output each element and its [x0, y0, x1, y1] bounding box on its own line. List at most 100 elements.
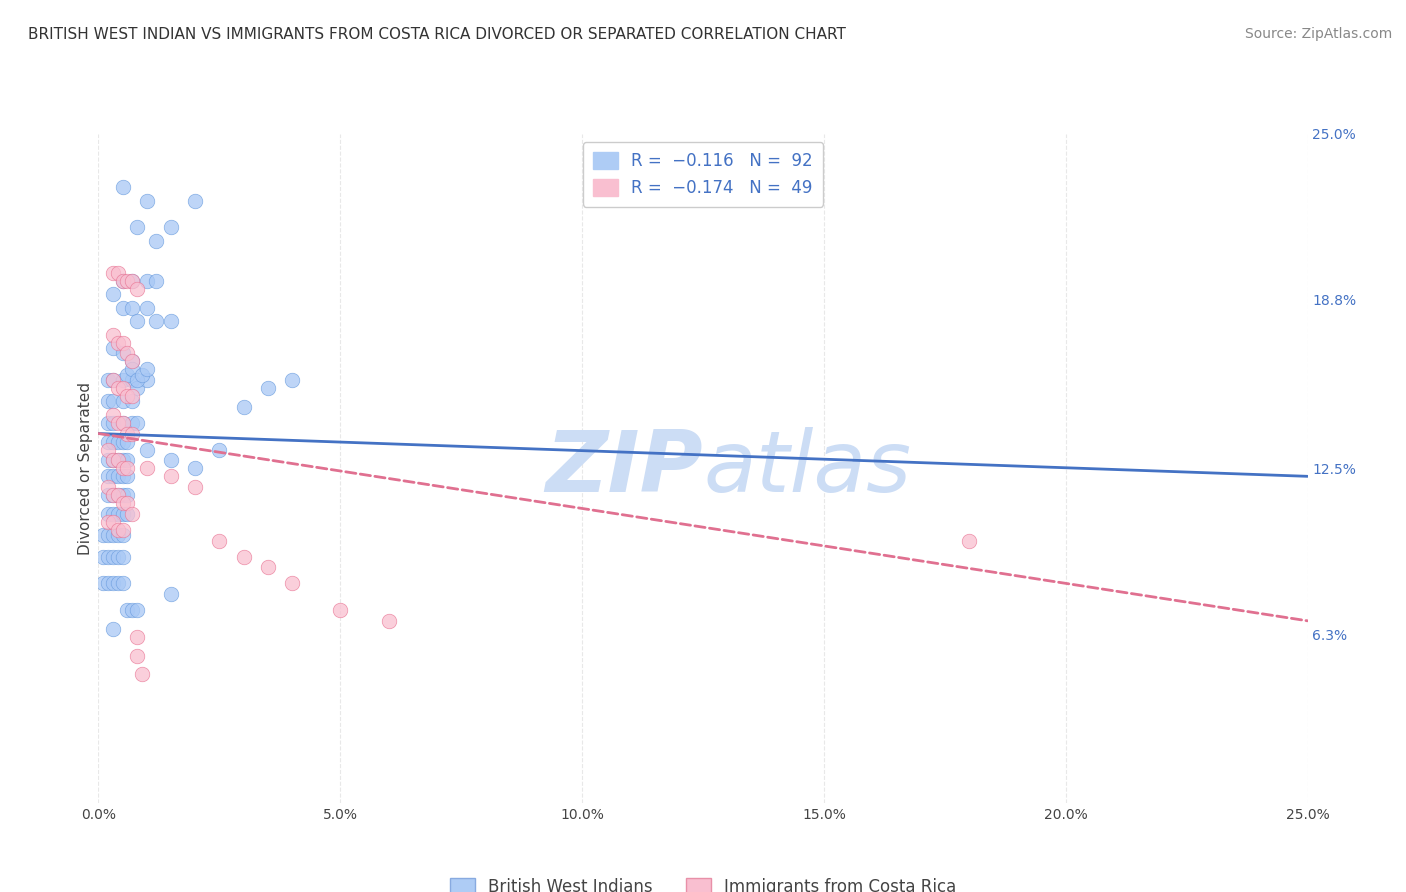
Point	[97, 442, 120, 457]
Point	[121, 274, 143, 288]
Point	[117, 426, 139, 441]
Point	[111, 549, 134, 564]
Point	[107, 507, 129, 521]
Point	[121, 426, 143, 441]
Point	[97, 507, 120, 521]
Point	[121, 301, 143, 315]
Point	[101, 373, 124, 387]
Point	[121, 274, 143, 288]
Point	[111, 335, 134, 350]
Point	[111, 507, 134, 521]
Point	[117, 496, 139, 510]
Point	[107, 488, 129, 502]
Point	[107, 266, 129, 280]
Point	[101, 416, 124, 430]
Point	[107, 523, 129, 537]
Point	[121, 354, 143, 368]
Point	[111, 523, 134, 537]
Point	[131, 368, 153, 382]
Point	[101, 341, 124, 355]
Point	[101, 488, 124, 502]
Point	[111, 381, 134, 395]
Point	[101, 453, 124, 467]
Point	[101, 373, 124, 387]
Point	[145, 234, 167, 248]
Point	[121, 373, 143, 387]
Point	[117, 603, 139, 617]
Y-axis label: Divorced or Separated: Divorced or Separated	[77, 382, 93, 555]
Point	[107, 488, 129, 502]
Point	[111, 453, 134, 467]
Text: BRITISH WEST INDIAN VS IMMIGRANTS FROM COSTA RICA DIVORCED OR SEPARATED CORRELAT: BRITISH WEST INDIAN VS IMMIGRANTS FROM C…	[28, 27, 846, 42]
Point	[111, 496, 134, 510]
Point	[160, 220, 183, 235]
Point	[97, 453, 120, 467]
Point	[127, 603, 149, 617]
Point	[135, 461, 157, 475]
Point	[101, 266, 124, 280]
Point	[160, 314, 183, 328]
Point	[107, 335, 129, 350]
Point	[101, 408, 124, 422]
Point	[97, 469, 120, 483]
Text: ZIP: ZIP	[546, 426, 703, 510]
Point	[97, 528, 120, 542]
Point	[97, 373, 120, 387]
Text: Source: ZipAtlas.com: Source: ZipAtlas.com	[1244, 27, 1392, 41]
Point	[91, 576, 114, 591]
Point	[117, 461, 139, 475]
Point	[101, 507, 124, 521]
Point	[101, 515, 124, 529]
Point	[101, 287, 124, 301]
Point	[127, 381, 149, 395]
Point	[184, 194, 207, 208]
Point	[101, 622, 124, 636]
Point	[281, 576, 304, 591]
Point	[101, 327, 124, 342]
Point	[135, 301, 157, 315]
Legend: British West Indians, Immigrants from Costa Rica: British West Indians, Immigrants from Co…	[443, 871, 963, 892]
Point	[121, 362, 143, 376]
Point	[127, 282, 149, 296]
Point	[135, 442, 157, 457]
Point	[111, 301, 134, 315]
Point	[208, 442, 231, 457]
Point	[107, 576, 129, 591]
Point	[127, 373, 149, 387]
Point	[97, 488, 120, 502]
Point	[97, 576, 120, 591]
Point	[107, 469, 129, 483]
Point	[127, 630, 149, 644]
Point	[131, 667, 153, 681]
Point	[91, 528, 114, 542]
Point	[101, 528, 124, 542]
Point	[117, 453, 139, 467]
Point	[145, 314, 167, 328]
Point	[117, 274, 139, 288]
Point	[121, 389, 143, 403]
Point	[111, 346, 134, 360]
Point	[101, 394, 124, 409]
Point	[97, 480, 120, 494]
Point	[107, 453, 129, 467]
Point	[101, 469, 124, 483]
Point	[329, 603, 352, 617]
Point	[111, 528, 134, 542]
Point	[117, 389, 139, 403]
Point	[111, 416, 134, 430]
Point	[377, 614, 399, 628]
Point	[107, 528, 129, 542]
Point	[232, 400, 254, 414]
Point	[127, 648, 149, 663]
Point	[101, 576, 124, 591]
Point	[111, 488, 134, 502]
Point	[111, 469, 134, 483]
Point	[97, 549, 120, 564]
Point	[111, 434, 134, 449]
Point	[111, 274, 134, 288]
Point	[160, 469, 183, 483]
Point	[135, 194, 157, 208]
Point	[107, 416, 129, 430]
Point	[121, 416, 143, 430]
Point	[111, 416, 134, 430]
